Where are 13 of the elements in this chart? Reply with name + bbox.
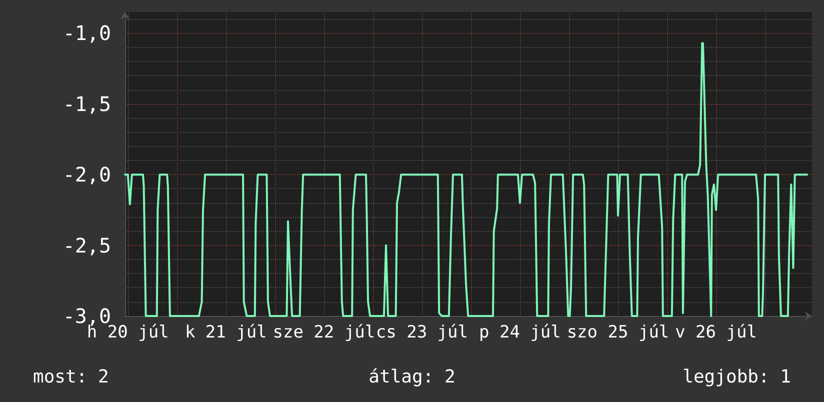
x-tick-label: sze 22 júl — [272, 322, 376, 342]
x-tick-label: szo 25 júl — [566, 322, 670, 342]
x-tick-label: k 21 júl — [184, 322, 267, 342]
text: most: 2 — [33, 366, 109, 388]
x-tick-label: v 26 júl — [675, 322, 757, 342]
y-tick-label: -1,0 — [62, 21, 111, 46]
x-tick-label: p 24 júl — [479, 322, 561, 342]
y-tick-label: -2,0 — [62, 162, 111, 187]
y-tick-label: -1,5 — [62, 92, 111, 116]
x-tick-label: cs 23 júl — [376, 322, 468, 342]
text: legjobb: 1 — [682, 366, 792, 388]
text: átlag: 2 — [368, 366, 456, 388]
y-tick-label: -2,5 — [62, 233, 111, 258]
